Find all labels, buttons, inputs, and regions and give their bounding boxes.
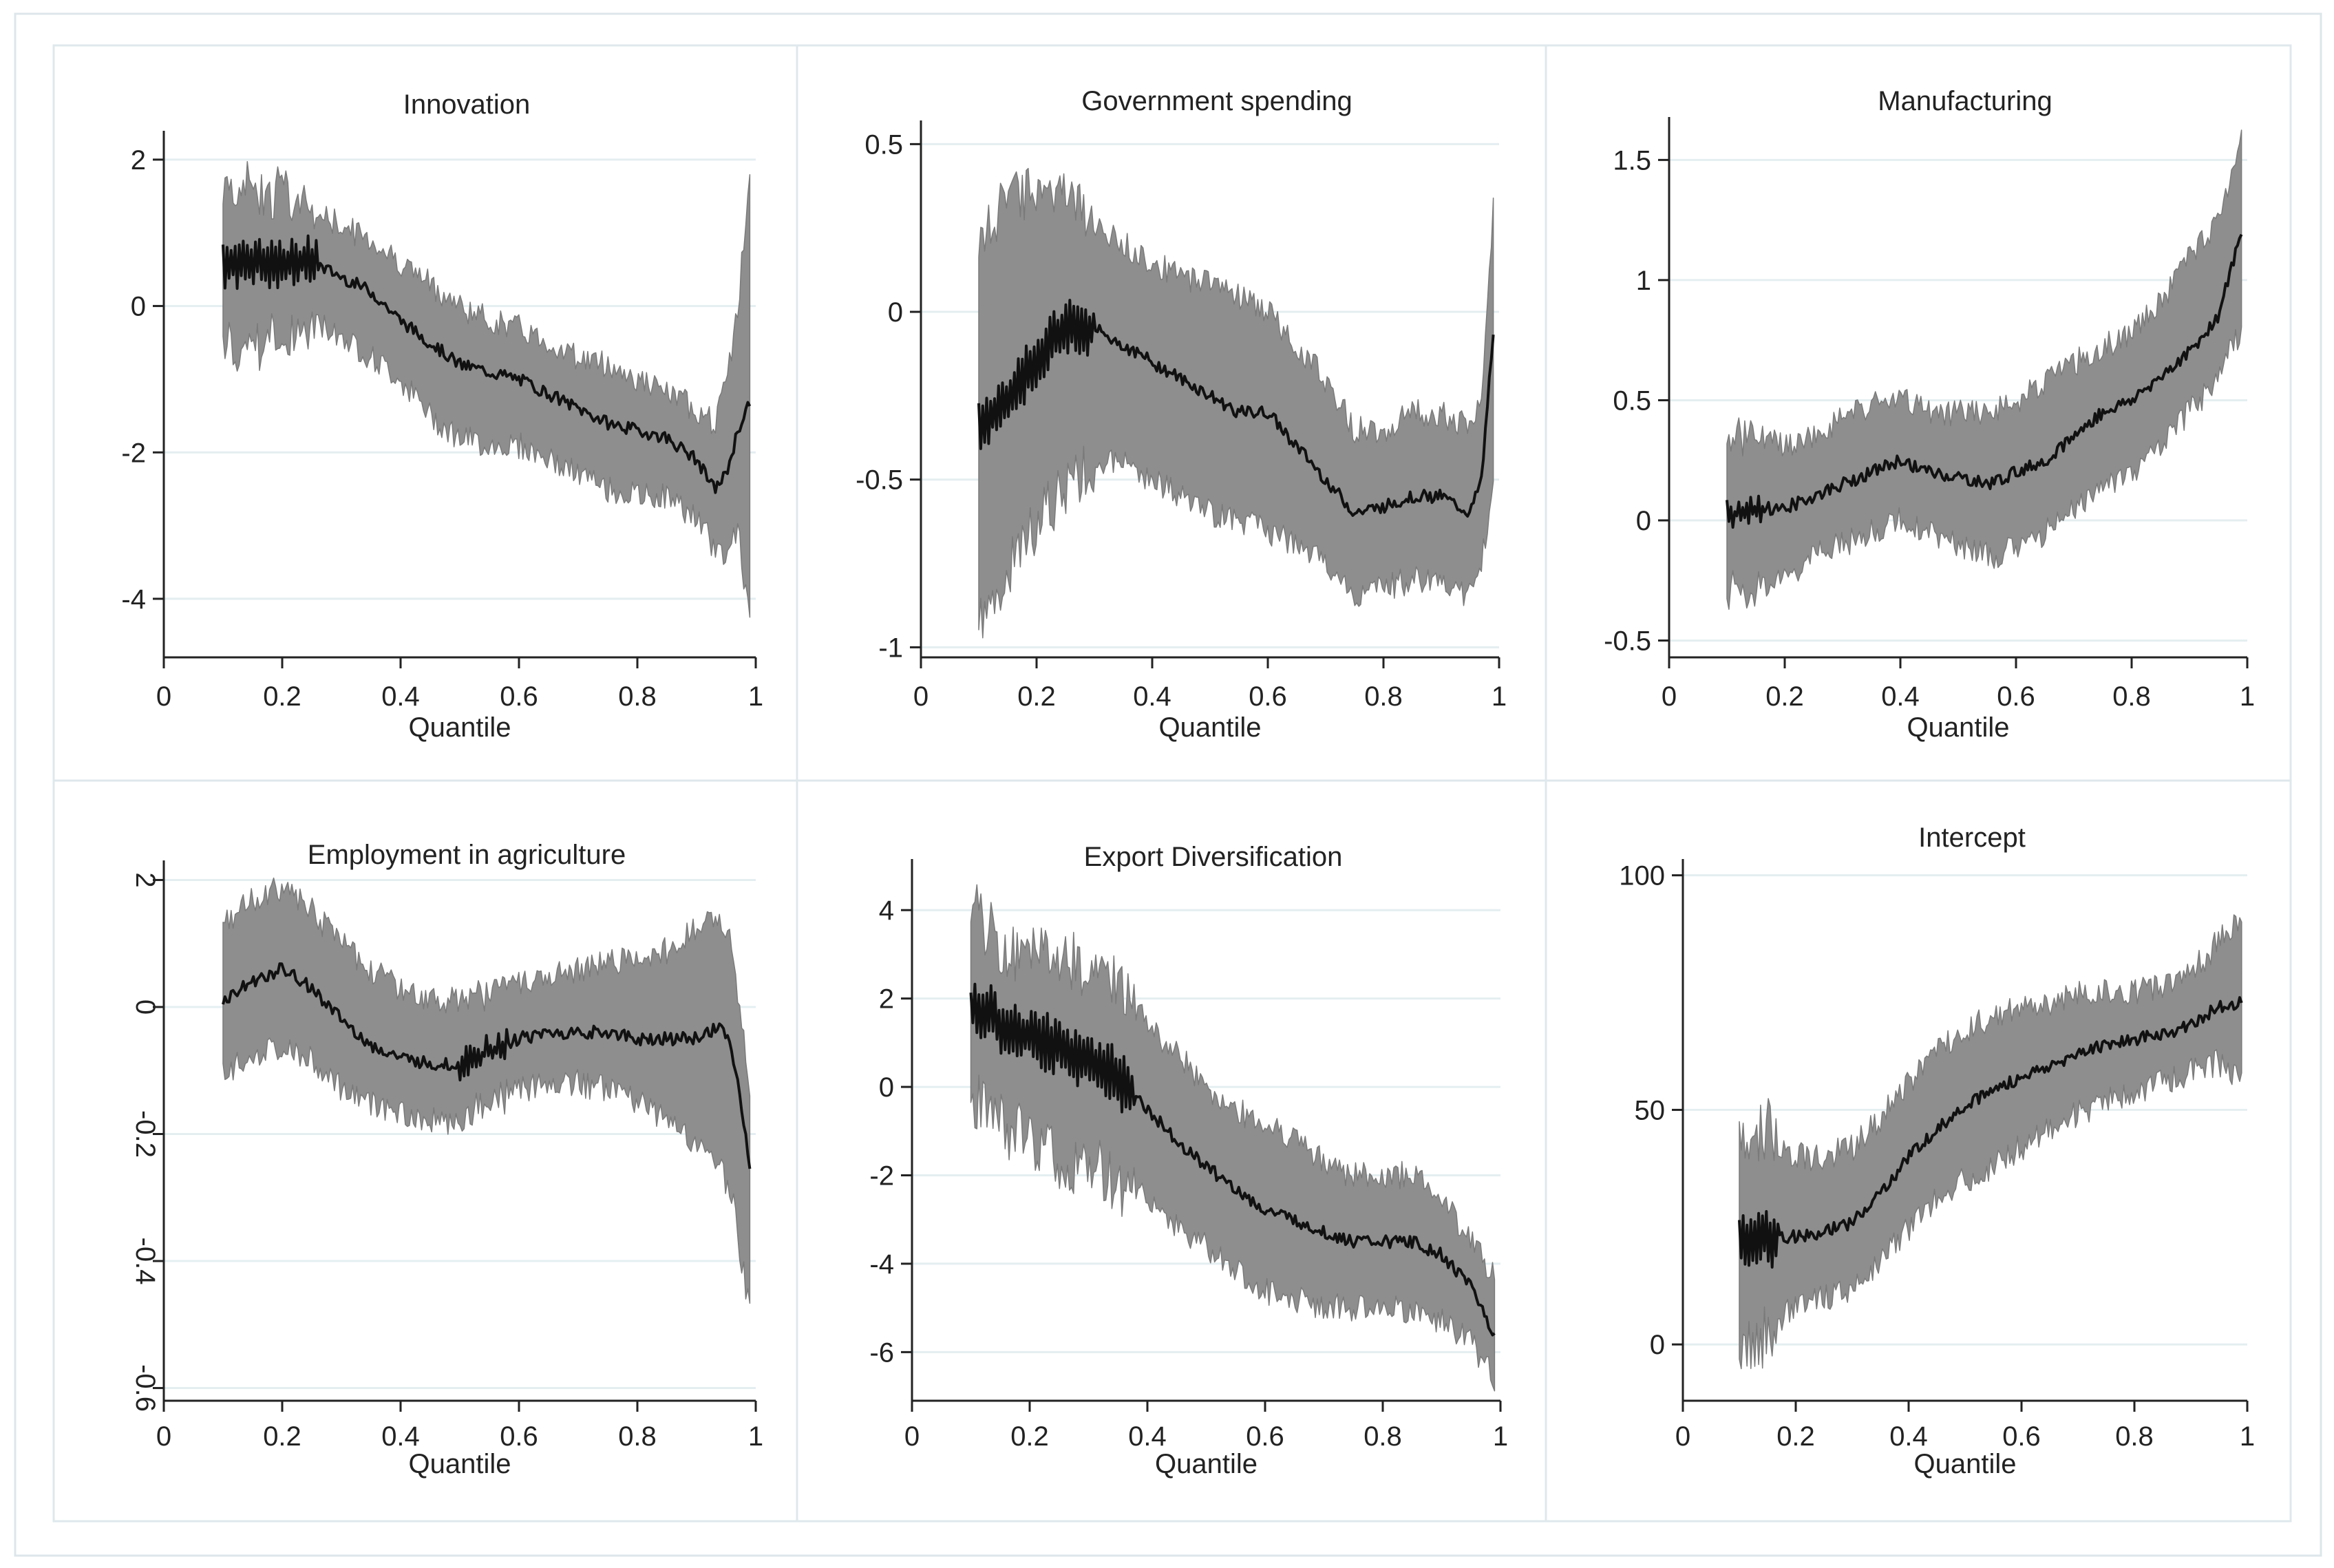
panel-title: Export Diversification <box>1084 842 1343 872</box>
y-tick-label: -2 <box>121 438 146 468</box>
x-tick-label: 0.6 <box>1997 681 2035 712</box>
y-tick-label: 2 <box>131 145 146 176</box>
x-axis-title: Quantile <box>409 1449 511 1479</box>
y-tick-label: 2 <box>879 984 894 1015</box>
panel-3: Manufacturing 1.5 1 0.5 0 -0.5 0 0.2 0.4 0.6 0.8 1 Q… <box>1545 44 2292 782</box>
y-tick-label: 50 <box>1635 1095 1666 1125</box>
y-tick-label: -4 <box>869 1249 894 1280</box>
x-tick-label: 1 <box>1492 681 1507 712</box>
panel-1: Innovation 2 0 -2 -4 0 0.2 0.4 0.6 0.8 1 Quantile <box>52 44 798 782</box>
x-tick-label: 0 <box>904 1421 920 1452</box>
y-tick-label: 1 <box>1636 266 1651 296</box>
panel-2: Government spending 0.5 0 -0.5 -1 0 0.2 0.4 0.6 0… <box>796 44 1547 782</box>
y-tick-label: 0 <box>879 1072 894 1103</box>
y-tick-label: 100 <box>1619 861 1665 891</box>
x-tick-label: 0.6 <box>500 1421 538 1452</box>
x-tick-label: 0.8 <box>2115 1421 2154 1452</box>
confidence-band <box>222 877 751 1304</box>
y-tick-label: -2 <box>869 1161 894 1191</box>
x-tick-label: 0.6 <box>500 681 538 712</box>
y-tick-label: 0 <box>1650 1330 1665 1360</box>
x-tick-label: 0.4 <box>1133 681 1171 712</box>
x-axis-title: Quantile <box>1159 712 1262 743</box>
y-tick-label: -0.5 <box>1604 626 1651 657</box>
y-tick-label: 0 <box>130 999 160 1015</box>
x-tick-label: 0.4 <box>381 1421 420 1452</box>
x-tick-label: 0.2 <box>1017 681 1056 712</box>
y-tick-label: 0 <box>131 292 146 322</box>
y-tick-label: -0.2 <box>130 1110 160 1158</box>
y-tick-label: 0 <box>1636 506 1651 536</box>
y-tick-label: 4 <box>879 896 894 926</box>
x-tick-label: 0 <box>913 681 929 712</box>
confidence-band <box>1726 129 2242 610</box>
y-tick-label: 1.5 <box>1613 145 1651 176</box>
x-tick-label: 0.8 <box>1364 1421 1402 1452</box>
estimate-line <box>222 962 752 1169</box>
x-axis-title: Quantile <box>1914 1449 2017 1479</box>
x-tick-label: 0.4 <box>381 681 420 712</box>
x-tick-label: 0.2 <box>263 681 301 712</box>
panel-title: Employment in agriculture <box>308 840 626 870</box>
x-tick-label: 0.2 <box>263 1421 301 1452</box>
x-axis-title: Quantile <box>1155 1449 1258 1479</box>
estimate-line <box>977 299 1495 518</box>
x-tick-label: 0.2 <box>1765 681 1804 712</box>
x-tick-label: 0.2 <box>1776 1421 1815 1452</box>
panel-title: Intercept <box>1918 823 2026 853</box>
y-tick-label: -1 <box>878 633 903 663</box>
panel-title: Government spending <box>1081 86 1352 116</box>
y-tick-label: -4 <box>121 584 146 615</box>
x-tick-label: 0.4 <box>1889 1421 1928 1452</box>
y-tick-label: -0.5 <box>856 465 903 496</box>
x-tick-label: 0 <box>156 681 171 712</box>
confidence-band <box>222 160 751 618</box>
y-tick-label: -6 <box>869 1337 894 1368</box>
y-tick-label: -0.6 <box>130 1364 160 1412</box>
x-tick-label: 0.6 <box>2002 1421 2041 1452</box>
x-tick-label: 0.8 <box>618 1421 657 1452</box>
panel-4: Employment in agriculture 2 0 -0.2 -0.4 -0.6 0… <box>52 779 798 1523</box>
confidence-band <box>1739 914 2242 1370</box>
confidence-band <box>970 884 1496 1392</box>
x-tick-label: 0 <box>1662 681 1677 712</box>
x-tick-label: 0.2 <box>1010 1421 1049 1452</box>
x-tick-label: 1 <box>2240 1421 2255 1452</box>
estimate-line <box>1738 996 2243 1269</box>
panel-title: Innovation <box>403 89 531 120</box>
panel-6: Intercept 100 50 0 0 0.2 0.4 0.6 0.8 1 Quantile <box>1545 779 2292 1523</box>
x-tick-label: 0.4 <box>1881 681 1920 712</box>
x-axis-title: Quantile <box>1907 712 2010 743</box>
x-tick-label: 1 <box>748 681 763 712</box>
x-tick-label: 0.6 <box>1246 1421 1284 1452</box>
estimate-line <box>222 234 752 494</box>
x-tick-label: 1 <box>1493 1421 1508 1452</box>
x-tick-label: 0.6 <box>1249 681 1287 712</box>
estimate-line <box>969 982 1496 1337</box>
panel-frame <box>52 779 798 1523</box>
y-tick-label: 2 <box>130 872 160 887</box>
y-tick-label: 0.5 <box>1613 385 1651 416</box>
panel-5: Export Diversification 4 2 0 -2 -4 -6 0 0.2 0.4 0.… <box>796 779 1547 1523</box>
x-tick-label: 1 <box>2240 681 2255 712</box>
x-tick-label: 0.8 <box>1364 681 1403 712</box>
x-tick-label: 0.8 <box>618 681 657 712</box>
x-tick-label: 0.4 <box>1128 1421 1167 1452</box>
y-tick-label: 0 <box>888 297 903 328</box>
estimate-line <box>1726 233 2243 529</box>
x-axis-title: Quantile <box>409 712 511 743</box>
x-tick-label: 0.8 <box>2112 681 2151 712</box>
panel-title: Manufacturing <box>1878 86 2052 116</box>
confidence-band <box>978 167 1494 639</box>
y-tick-label: 0.5 <box>864 129 903 160</box>
y-tick-label: -0.4 <box>130 1238 160 1285</box>
x-tick-label: 0 <box>1675 1421 1690 1452</box>
x-tick-label: 0 <box>156 1421 171 1452</box>
x-tick-label: 1 <box>748 1421 763 1452</box>
